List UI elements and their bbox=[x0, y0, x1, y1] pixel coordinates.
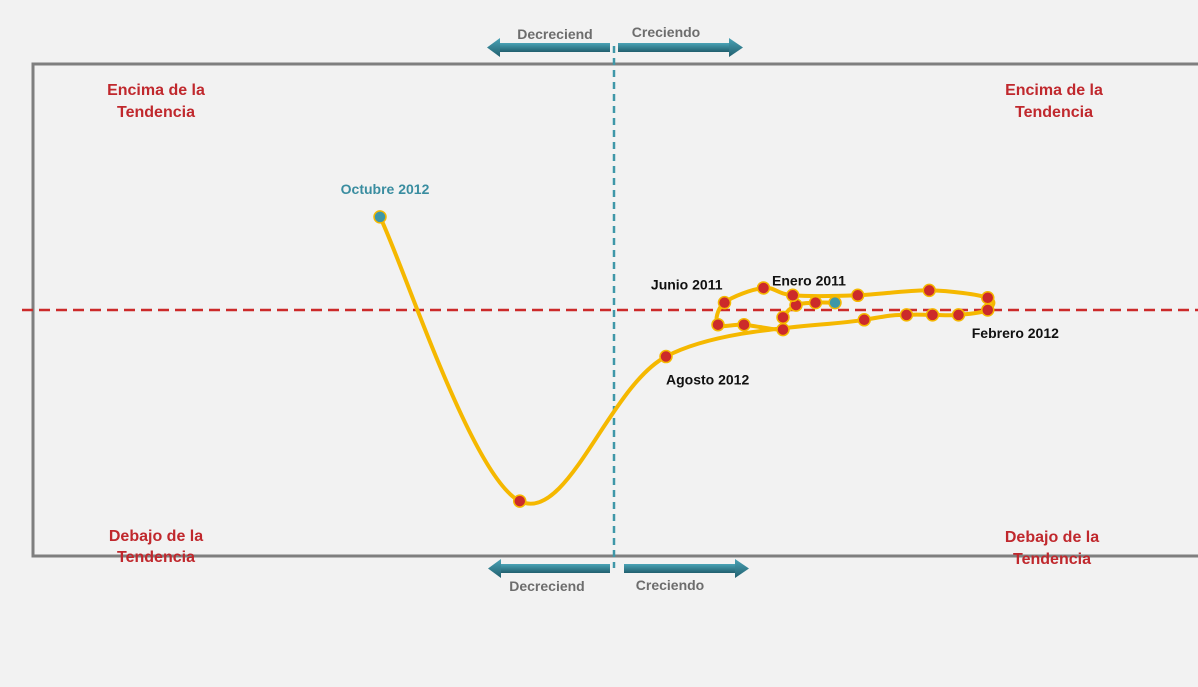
data-point bbox=[513, 494, 527, 508]
point-labels: Enero 2011 Junio 2011 Febrero 2012 Agosto 2… bbox=[341, 181, 1059, 388]
quadrant-label-bottom-right-line2: Tendencia bbox=[1013, 551, 1091, 568]
data-point-junio-2011 bbox=[717, 295, 732, 310]
direction-label-top-right: Creciendo bbox=[632, 24, 700, 40]
data-point bbox=[951, 308, 966, 322]
data-point bbox=[711, 317, 725, 332]
data-point bbox=[786, 288, 800, 303]
data-point bbox=[981, 291, 995, 305]
data-point-octubre-2012 bbox=[373, 210, 387, 224]
series-line bbox=[378, 214, 996, 506]
point-label-junio-2011: Junio 2011 bbox=[651, 277, 723, 293]
data-point bbox=[776, 322, 790, 337]
data-point bbox=[925, 308, 940, 322]
data-point bbox=[756, 281, 771, 295]
data-point-enero-2011 bbox=[828, 295, 842, 310]
point-label-agosto-2012: Agosto 2012 bbox=[666, 372, 749, 388]
quadrant-label-top-right-line2: Tendencia bbox=[1015, 104, 1093, 121]
data-point bbox=[899, 308, 914, 322]
direction-label-top-left: Decreciend bbox=[517, 26, 592, 42]
data-point-agosto-2012 bbox=[659, 349, 673, 364]
data-point bbox=[922, 283, 936, 298]
quadrant-label-top-left-line2: Tendencia bbox=[117, 104, 195, 121]
point-label-octubre-2012: Octubre 2012 bbox=[341, 181, 430, 197]
arrow-right-bottom-icon bbox=[624, 559, 749, 578]
data-point-febrero-2012 bbox=[981, 303, 995, 317]
data-point bbox=[737, 317, 751, 332]
data-point bbox=[776, 310, 790, 325]
quadrant-label-top-right-line1: Encima de la bbox=[1005, 82, 1103, 99]
arrow-right-top-icon bbox=[618, 38, 743, 57]
data-point bbox=[808, 295, 823, 310]
data-point bbox=[857, 313, 871, 327]
data-point bbox=[851, 288, 865, 303]
arrow-left-top-icon bbox=[487, 38, 610, 57]
point-label-febrero-2012: Febrero 2012 bbox=[972, 325, 1059, 341]
quadrant-label-bottom-right-line1: Debajo de la bbox=[1005, 529, 1099, 546]
direction-label-bottom-left: Decreciend bbox=[509, 578, 584, 594]
quadrant-label-bottom-left-line2: Tendencia bbox=[117, 549, 195, 566]
quadrant-label-bottom-left-line1: Debajo de la bbox=[109, 528, 203, 545]
direction-label-bottom-right: Creciendo bbox=[636, 577, 704, 593]
plot-frame bbox=[31, 62, 1198, 558]
data-points bbox=[373, 210, 995, 508]
arrow-left-bottom-icon bbox=[488, 559, 610, 578]
point-label-enero-2011: Enero 2011 bbox=[772, 273, 846, 289]
quadrant-label-top-left-line1: Encima de la bbox=[107, 82, 205, 99]
